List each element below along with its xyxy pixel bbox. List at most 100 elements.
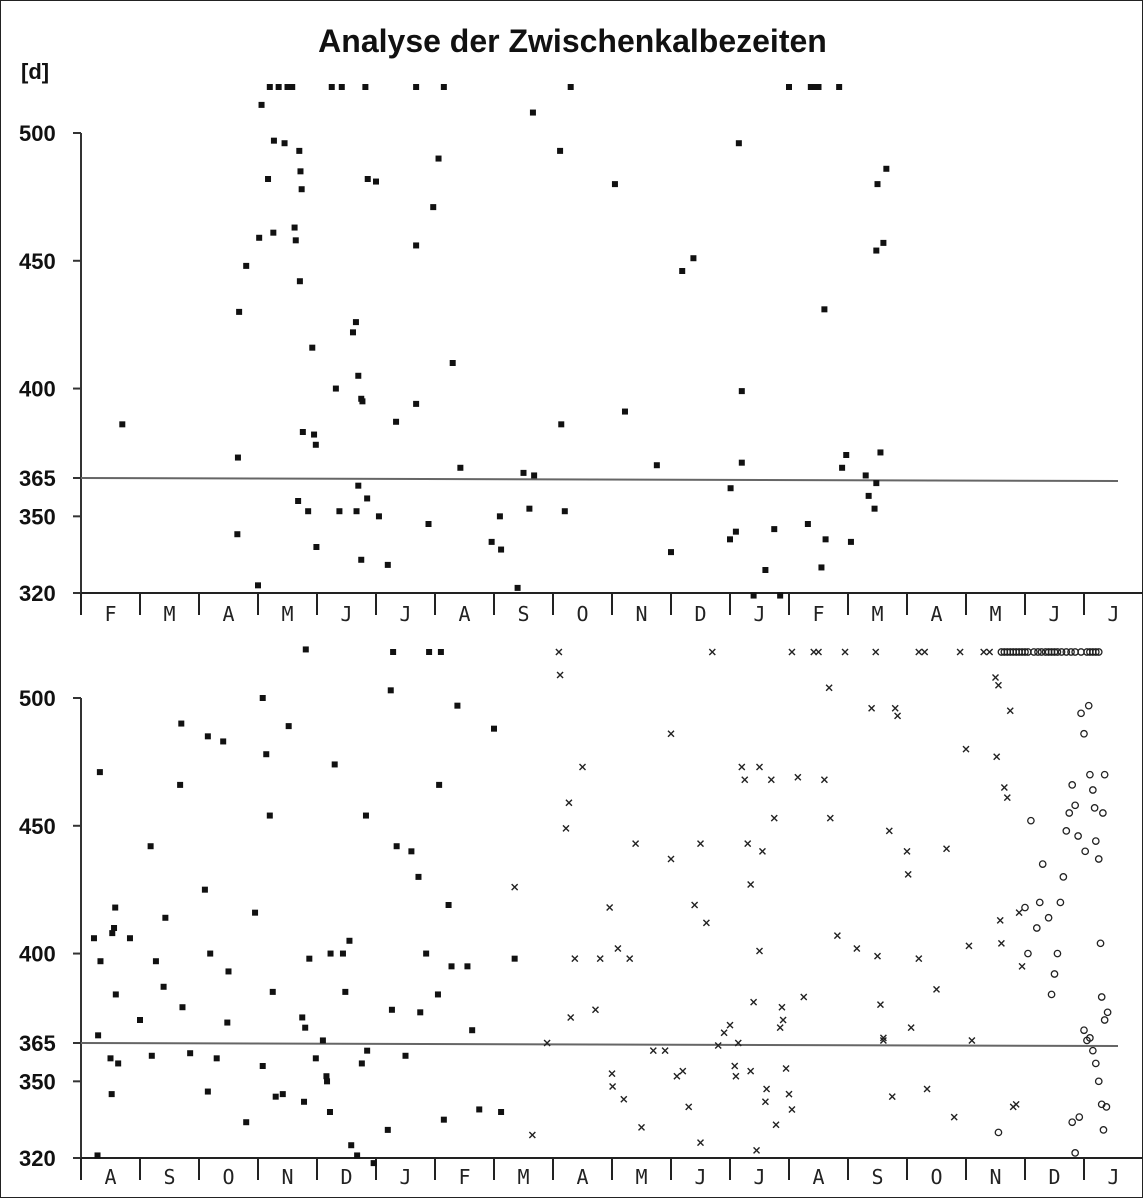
data-point <box>596 955 604 963</box>
data-point <box>1074 832 1082 840</box>
data-point <box>883 165 890 172</box>
data-point <box>528 1131 536 1139</box>
data-point <box>275 84 282 90</box>
data-point <box>112 991 119 998</box>
data-point <box>1094 1077 1103 1086</box>
data-point <box>108 1091 115 1098</box>
data-point <box>874 181 881 188</box>
data-point <box>384 561 391 568</box>
data-point <box>346 937 353 944</box>
data-point <box>312 1055 319 1062</box>
data-point <box>558 421 565 428</box>
month-label: D <box>1048 1165 1060 1189</box>
data-point <box>888 1093 896 1101</box>
data-point <box>626 955 634 963</box>
data-point <box>661 1047 669 1055</box>
data-point <box>872 648 880 656</box>
data-point <box>148 1052 155 1059</box>
data-point <box>923 1085 931 1093</box>
data-point <box>313 544 320 550</box>
data-point <box>355 482 362 489</box>
data-point <box>326 1109 333 1115</box>
data-point <box>561 508 568 515</box>
month-label: M <box>635 1165 647 1189</box>
series-square <box>119 84 890 599</box>
data-point <box>258 101 265 108</box>
data-point <box>270 137 277 144</box>
data-point <box>179 1004 186 1011</box>
data-point <box>996 916 1004 924</box>
month-label: J <box>399 1165 411 1189</box>
data-point <box>270 229 277 236</box>
data-point <box>679 268 686 274</box>
data-point <box>285 723 292 730</box>
y-tick-label: 365 <box>19 466 56 491</box>
data-point <box>821 306 828 313</box>
data-point <box>785 1090 793 1098</box>
data-point <box>815 84 822 90</box>
data-point <box>319 1037 326 1044</box>
data-point <box>1027 816 1035 825</box>
data-point <box>732 1072 740 1080</box>
data-point <box>758 847 766 855</box>
data-point <box>1080 1026 1088 1035</box>
y-tick-label: 320 <box>19 1146 56 1171</box>
data-point <box>708 648 716 656</box>
data-point <box>111 925 118 931</box>
data-point <box>738 763 746 771</box>
data-point <box>1071 801 1080 810</box>
month-label: S <box>871 1165 883 1189</box>
data-point <box>788 1105 796 1113</box>
data-point <box>349 329 356 336</box>
data-point <box>702 919 710 927</box>
month-label: N <box>989 1165 1001 1189</box>
data-point <box>632 840 640 848</box>
data-point <box>498 1109 505 1115</box>
y-tick-label: 500 <box>19 121 56 146</box>
month-label: N <box>635 602 647 626</box>
data-point <box>992 674 999 682</box>
data-point <box>879 1034 887 1042</box>
data-point <box>402 1052 409 1059</box>
data-point <box>306 955 313 962</box>
data-point <box>826 814 834 822</box>
data-point <box>750 592 757 599</box>
data-point <box>608 1070 616 1078</box>
data-point <box>668 549 674 556</box>
data-point <box>413 242 420 249</box>
data-point <box>488 538 495 545</box>
data-point <box>1097 993 1106 1001</box>
month-label: A <box>104 1165 116 1189</box>
data-point <box>1015 909 1023 917</box>
month-label: M <box>281 602 293 626</box>
data-point <box>822 536 829 543</box>
month-label: J <box>340 602 352 626</box>
data-point <box>137 1017 143 1023</box>
data-point <box>843 452 850 458</box>
data-point <box>252 909 259 916</box>
data-point <box>213 1055 220 1062</box>
data-point <box>873 480 880 487</box>
data-point <box>1100 1016 1109 1024</box>
data-point <box>1089 1046 1097 1055</box>
data-point <box>440 1116 447 1123</box>
data-point <box>620 1095 628 1103</box>
data-point <box>359 398 366 405</box>
data-point <box>491 725 497 732</box>
month-label: J <box>753 1165 765 1189</box>
data-point <box>1034 648 1042 656</box>
series-cross <box>511 648 1026 1154</box>
data-point <box>511 883 519 891</box>
data-point <box>256 234 263 241</box>
data-point <box>225 968 232 975</box>
data-point <box>727 536 733 543</box>
data-point <box>445 902 452 908</box>
data-point <box>862 472 869 479</box>
data-point <box>915 955 923 963</box>
data-point <box>579 763 586 771</box>
data-point <box>178 720 185 727</box>
data-point <box>1047 990 1056 999</box>
data-point <box>836 84 843 90</box>
data-point <box>1067 648 1075 656</box>
data-point <box>778 1003 786 1011</box>
